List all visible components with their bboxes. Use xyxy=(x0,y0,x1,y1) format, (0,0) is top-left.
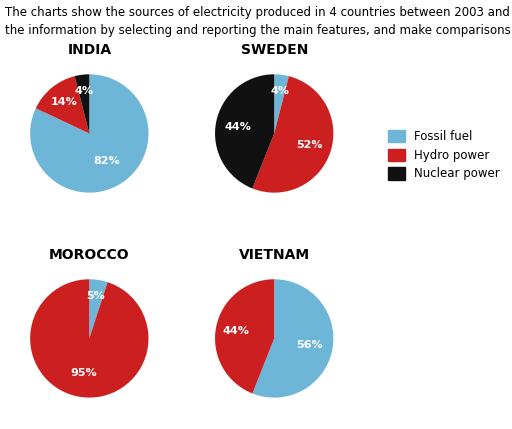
Wedge shape xyxy=(215,279,274,393)
Text: The charts show the sources of electricity produced in 4 countries between 2003 : The charts show the sources of electrici… xyxy=(5,6,512,19)
Wedge shape xyxy=(30,74,148,193)
Wedge shape xyxy=(89,279,108,338)
Legend: Fossil fuel, Hydro power, Nuclear power: Fossil fuel, Hydro power, Nuclear power xyxy=(385,126,503,184)
Text: 14%: 14% xyxy=(50,97,77,108)
Text: 5%: 5% xyxy=(87,291,105,301)
Title: INDIA: INDIA xyxy=(67,43,112,57)
Title: VIETNAM: VIETNAM xyxy=(239,248,310,262)
Text: 52%: 52% xyxy=(296,140,323,150)
Wedge shape xyxy=(215,74,274,188)
Text: 4%: 4% xyxy=(270,86,289,96)
Text: 44%: 44% xyxy=(225,121,251,132)
Title: MOROCCO: MOROCCO xyxy=(49,248,130,262)
Wedge shape xyxy=(274,74,289,133)
Text: 56%: 56% xyxy=(296,340,323,350)
Text: 82%: 82% xyxy=(93,156,120,166)
Wedge shape xyxy=(252,76,333,193)
Text: 95%: 95% xyxy=(71,369,97,378)
Wedge shape xyxy=(30,279,148,398)
Wedge shape xyxy=(36,76,89,133)
Wedge shape xyxy=(252,279,333,398)
Text: the information by selecting and reporting the main features, and make compariso: the information by selecting and reporti… xyxy=(5,24,512,36)
Title: SWEDEN: SWEDEN xyxy=(241,43,308,57)
Wedge shape xyxy=(75,74,89,133)
Text: 44%: 44% xyxy=(223,326,250,336)
Text: 4%: 4% xyxy=(74,86,94,96)
